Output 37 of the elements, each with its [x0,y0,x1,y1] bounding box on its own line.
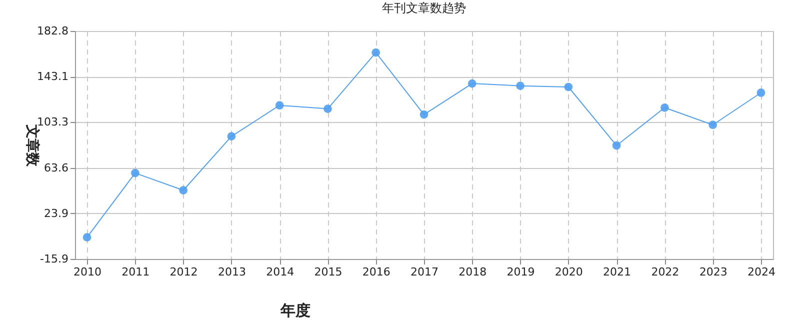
point [324,104,332,113]
x-tick-label: 2014 [266,266,294,278]
x-tick-label: 2023 [699,266,728,278]
y-tick-label: 143.1 [37,70,68,84]
y-tick-label: -15.9 [40,252,68,266]
x-tick-label: 2016 [362,266,390,278]
point [130,168,140,178]
point [660,103,669,112]
point [179,186,188,194]
x-tick-label: 2019 [506,266,535,278]
x-tick-label: 2020 [554,266,583,278]
x-axis-title: 年度 [280,302,310,320]
y-tick-label: 63.6 [44,161,68,174]
y-tick-label: 23.9 [44,206,68,220]
point [756,88,766,97]
point [516,82,524,90]
point [420,110,428,119]
chart-title: 年刊文章数趋势 [382,1,466,15]
point [612,141,621,150]
x-tick-label: 2015 [314,266,342,278]
point [372,48,380,57]
point [82,233,92,242]
point [708,120,718,130]
x-tick-label: 2010 [74,266,102,278]
point [564,82,573,92]
point [227,132,236,141]
point [275,101,284,110]
x-tick-label: 2011 [122,266,150,278]
point [468,79,476,88]
x-tick-label: 2022 [651,266,680,278]
x-tick-label: 2012 [170,266,198,278]
y-tick-label: 182.8 [37,24,68,38]
x-tick-label: 2021 [603,266,632,278]
x-tick-label: 2024 [747,266,776,278]
x-tick-label: 2018 [458,266,487,278]
x-tick-label: 2013 [218,266,246,278]
x-tick-label: 2017 [410,266,438,278]
